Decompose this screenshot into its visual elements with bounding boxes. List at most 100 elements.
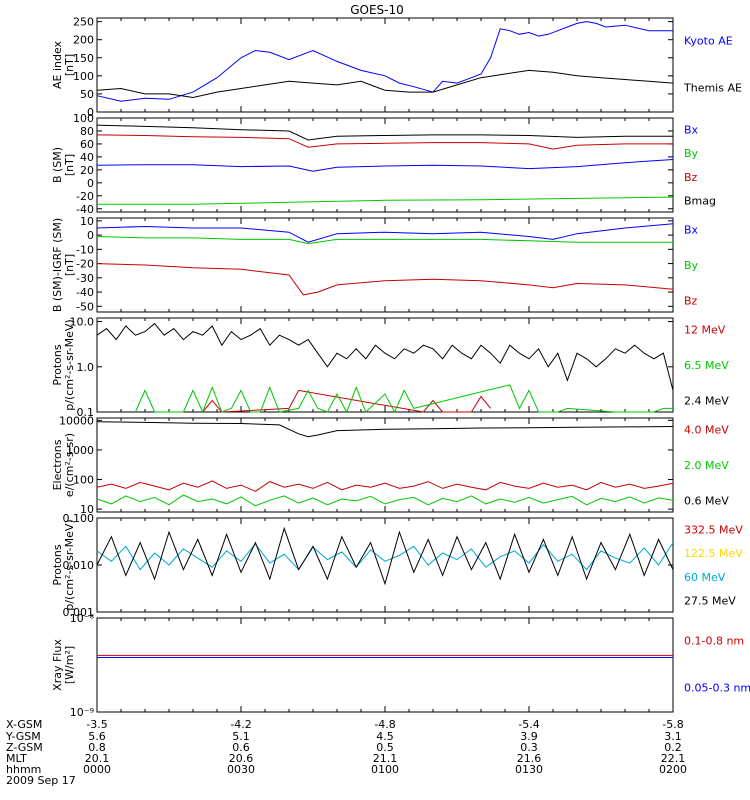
- legend-bz: Bz: [684, 295, 698, 308]
- y-tick-label: 40: [80, 151, 94, 164]
- y-tick-label: 0.100: [63, 512, 95, 525]
- series-line-60-mev: [96, 542, 674, 571]
- panel-frame: [96, 617, 674, 713]
- axis-tick-value: 4.5: [376, 730, 394, 743]
- y-axis-label-line: B (SM)-IGRF (SM): [51, 218, 64, 312]
- panel-frame: [96, 17, 674, 113]
- axis-tick-value: 5.6: [88, 730, 106, 743]
- legend-by: By: [684, 147, 699, 160]
- series-line-bmag: [96, 124, 673, 141]
- legend-bz: Bz: [684, 171, 698, 184]
- axis-tick-value: 0100: [371, 763, 399, 776]
- panel-frame: [96, 317, 674, 413]
- y-axis-label-line: Protons: [51, 544, 64, 585]
- y-tick-label: 10: [80, 503, 94, 516]
- series-line-kyoto-ae: [96, 21, 673, 102]
- y-tick-label: -50: [76, 300, 94, 313]
- axis-row-label: Z-GSM: [6, 741, 43, 754]
- axis-tick-value: -5.8: [662, 718, 683, 731]
- series-line-by: [96, 236, 673, 245]
- axis-tick-value: 0130: [515, 763, 543, 776]
- y-axis-label-line: [W/m²]: [63, 646, 76, 684]
- y-tick-label: -20: [76, 258, 94, 271]
- y-axis-label: Protonsp/(cm²-s-sr-MeV): [51, 519, 76, 610]
- y-tick-label: 100: [73, 70, 94, 83]
- series-line-bz: [96, 134, 673, 150]
- series-line-2-0-mev: [96, 494, 674, 507]
- y-tick-label: 50: [80, 88, 94, 101]
- legend-themis-ae: Themis AE: [683, 82, 742, 95]
- legend-0-6-mev: 0.6 MeV: [684, 495, 729, 508]
- axis-tick-value: 0.6: [232, 741, 250, 754]
- legend-12-mev: 12 MeV: [684, 323, 726, 336]
- axis-tick-value: 3.9: [520, 730, 538, 743]
- y-tick-label: 10000: [59, 414, 94, 427]
- series-line-12-mev: [202, 389, 491, 413]
- axis-tick-value: 22.1: [661, 752, 686, 765]
- legend-332-5-mev: 332.5 MeV: [684, 523, 743, 536]
- axis-tick-value: 0.3: [520, 741, 538, 754]
- series-line-bz: [96, 263, 674, 296]
- legend-bx: Bx: [684, 223, 699, 236]
- y-tick-label: 1000: [66, 444, 94, 457]
- y-tick-label: -40: [76, 286, 94, 299]
- date-label: 2009 Sep 17: [6, 774, 76, 787]
- legend-bmag: Bmag: [684, 195, 716, 208]
- y-tick-label: -40: [76, 203, 94, 216]
- axis-tick-value: 20.1: [85, 752, 110, 765]
- figure-title: GOES-10: [350, 3, 404, 17]
- y-tick-label: 60: [80, 138, 94, 151]
- y-tick-label: 10⁻⁹: [70, 706, 94, 719]
- legend-bx: Bx: [684, 123, 699, 136]
- panel-frame: [96, 517, 674, 613]
- y-tick-label: 0.001: [63, 606, 95, 619]
- y-tick-label: 1.0: [77, 361, 95, 374]
- panel-xray: 10⁻⁹ 10⁻⁸ Xray Flux[W/m²] 0.1-0.8 nm 0.05-0.…: [51, 612, 750, 719]
- series-line-bx: [96, 159, 674, 172]
- y-axis-label: B (SM)[nT]: [51, 147, 76, 183]
- y-tick-label: 80: [80, 125, 94, 138]
- y-tick-label: 200: [73, 34, 94, 47]
- y-axis-label-line: Xray Flux: [51, 639, 64, 691]
- axis-row-label: X-GSM: [6, 718, 42, 731]
- y-tick-label: 10⁻⁸: [70, 612, 95, 625]
- panel-ae: 0 50 100 150 200 250 AE index[nT] Kyoto AE Themi…: [51, 16, 742, 119]
- legend-0-1-0-8-nm: 0.1-0.8 nm: [684, 635, 744, 648]
- axis-tick-value: 0030: [227, 763, 255, 776]
- series-line-2-4-mev: [96, 322, 674, 391]
- y-tick-label: 0.010: [63, 559, 95, 572]
- series-line-bx: [96, 223, 674, 243]
- y-tick-label: 0: [87, 177, 94, 190]
- axis-tick-value: 0000: [83, 763, 111, 776]
- y-axis-label-line: Electrons: [51, 439, 64, 490]
- axis-tick-value: 0200: [659, 763, 687, 776]
- legend-2-4-mev: 2.4 MeV: [684, 395, 729, 408]
- y-tick-label: -20: [76, 190, 94, 203]
- axis-row-label: MLT: [6, 752, 27, 765]
- axis-tick-value: -5.4: [518, 718, 539, 731]
- series-line-6-5-mev: [134, 384, 673, 414]
- series-line-27-5-mev: [96, 526, 674, 586]
- series-line-themis-ae: [96, 69, 674, 99]
- legend-by: By: [684, 259, 699, 272]
- panel-frame: [96, 417, 674, 513]
- axis-tick-value: 20.6: [229, 752, 254, 765]
- axis-tick-value: -4.2: [230, 718, 251, 731]
- y-axis-label-line: AE index: [51, 40, 64, 89]
- legend-27-5-mev: 27.5 MeV: [684, 595, 736, 608]
- y-axis-label-line: [nT]: [63, 254, 76, 276]
- series-line-0-6-mev: [96, 421, 674, 438]
- y-axis-label: AE index[nT]: [51, 40, 76, 89]
- series-line-by: [97, 196, 674, 205]
- y-tick-label: 0.1: [77, 406, 95, 419]
- y-tick-label: 10: [80, 215, 94, 228]
- y-tick-label: 150: [73, 52, 94, 65]
- y-axis-label-line: [nT]: [63, 154, 76, 176]
- axis-tick-value: 0.5: [376, 741, 394, 754]
- y-tick-label: -30: [76, 272, 94, 285]
